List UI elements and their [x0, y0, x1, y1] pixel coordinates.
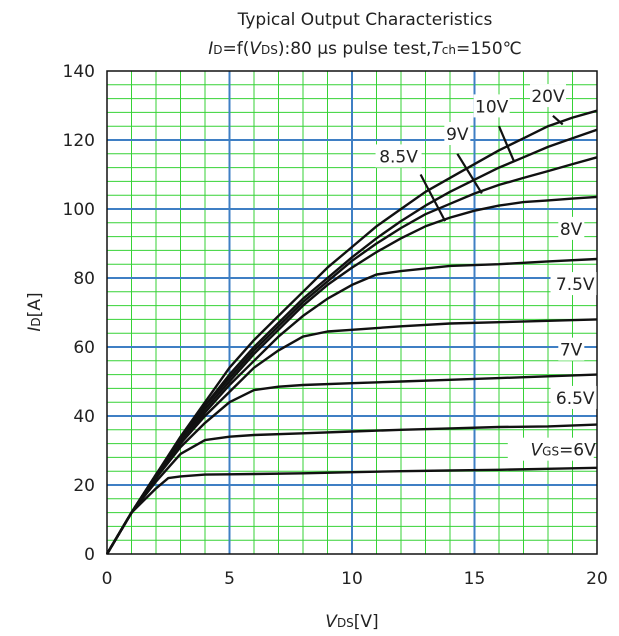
y-tick-label: 80	[73, 269, 95, 289]
label-leaders	[421, 116, 563, 221]
curve-label: 7V	[560, 341, 583, 361]
x-tick-labels: 0 5 10 15 20	[102, 569, 608, 589]
x-tick-label: 0	[102, 569, 113, 589]
x-tick-label: 10	[341, 569, 363, 589]
chart-title: Typical Output Characteristics	[237, 10, 493, 30]
y-tick-label: 0	[84, 545, 95, 565]
y-tick-label: 120	[63, 131, 95, 151]
y-tick-label: 140	[63, 62, 95, 82]
curve-label: 7.5V	[556, 275, 595, 295]
y-tick-label: 40	[73, 407, 95, 427]
x-tick-label: 15	[464, 569, 486, 589]
y-tick-labels: 0 20 40 60 80 100 120 140	[63, 62, 95, 565]
vgs-label: VGS=6V	[531, 441, 597, 461]
x-tick-label: 20	[586, 569, 608, 589]
curve-label: 20V	[531, 87, 565, 107]
y-tick-label: 60	[73, 338, 95, 358]
curve-labels: 6.5V 7V 7.5V 8V 8.5V 9V 10V 20V	[376, 84, 597, 409]
y-tick-label: 20	[73, 476, 95, 496]
x-axis-label: VDS[V]	[325, 612, 378, 632]
y-tick-label: 100	[63, 200, 95, 220]
curve-label: 6.5V	[556, 389, 595, 409]
curve-label: 8.5V	[379, 147, 418, 167]
chart-subtitle: ID=f(VDS):80 µs pulse test,Tch=150℃	[208, 39, 522, 59]
curve-label: 10V	[475, 97, 509, 117]
curve-label: 8V	[560, 220, 583, 240]
x-tick-label: 5	[224, 569, 235, 589]
y-axis-label: ID[A]	[25, 292, 45, 331]
curve-label: 9V	[446, 125, 469, 145]
